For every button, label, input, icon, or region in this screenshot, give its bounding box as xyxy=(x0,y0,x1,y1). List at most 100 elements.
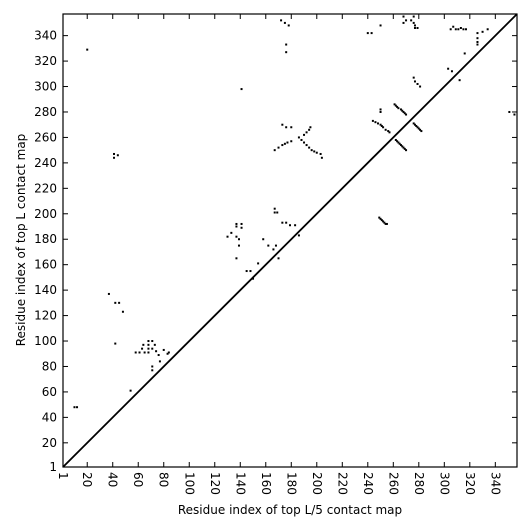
point xyxy=(281,123,284,126)
y-tick-label: 220 xyxy=(34,181,57,195)
point xyxy=(285,126,288,129)
point xyxy=(121,310,124,313)
x-tick-label: 20 xyxy=(80,472,94,487)
x-tick-label: 220 xyxy=(335,472,349,495)
point xyxy=(320,156,323,159)
point xyxy=(382,220,385,223)
point xyxy=(116,154,119,157)
point xyxy=(413,80,416,83)
point xyxy=(457,28,460,31)
x-tick-label: 40 xyxy=(106,472,120,487)
point xyxy=(402,110,405,113)
point xyxy=(410,19,413,22)
x-axis-label: Residue index of top L/5 contact map xyxy=(178,503,402,517)
point xyxy=(300,138,303,141)
y-tick-label: 40 xyxy=(42,410,57,424)
point xyxy=(113,152,116,155)
y-tick-label: 80 xyxy=(42,359,57,373)
point xyxy=(141,347,144,350)
plot-frame xyxy=(62,13,518,468)
point xyxy=(166,352,169,355)
point xyxy=(143,351,146,354)
y-tick-label: 160 xyxy=(34,258,57,272)
point xyxy=(309,126,312,129)
point xyxy=(476,43,479,46)
point xyxy=(294,224,297,227)
point xyxy=(308,146,311,149)
point xyxy=(272,248,275,251)
y-tick-label: 200 xyxy=(34,207,57,221)
point xyxy=(286,141,289,144)
point xyxy=(273,149,276,152)
point xyxy=(151,340,154,343)
point xyxy=(147,351,150,354)
y-tick-label: 20 xyxy=(42,436,57,450)
point xyxy=(151,365,154,368)
point xyxy=(280,19,283,22)
point xyxy=(297,234,300,237)
point xyxy=(281,144,284,147)
point xyxy=(167,351,170,354)
point xyxy=(513,113,516,116)
y-tick-label: 120 xyxy=(34,309,57,323)
y-tick-label: 260 xyxy=(34,130,57,144)
x-tick-label: 100 xyxy=(182,472,196,495)
point xyxy=(403,147,406,150)
y-tick-label: 180 xyxy=(34,232,57,246)
point xyxy=(366,32,369,35)
point xyxy=(235,257,238,260)
point xyxy=(412,122,415,125)
point xyxy=(412,15,415,18)
point xyxy=(458,79,461,82)
point xyxy=(285,51,288,54)
point xyxy=(376,122,379,125)
point xyxy=(405,113,408,116)
point xyxy=(273,211,276,214)
y-tick-label: 340 xyxy=(34,29,57,43)
point xyxy=(396,105,399,108)
point xyxy=(384,222,387,225)
point xyxy=(463,52,466,55)
point xyxy=(245,270,248,273)
point xyxy=(393,103,396,106)
point xyxy=(385,222,388,225)
point xyxy=(379,217,382,220)
point xyxy=(416,82,419,85)
point xyxy=(508,110,511,113)
point xyxy=(267,244,270,247)
point xyxy=(413,26,416,29)
point xyxy=(235,235,238,238)
point xyxy=(283,142,286,145)
point xyxy=(401,109,404,112)
point xyxy=(405,149,408,152)
point xyxy=(151,369,154,372)
point xyxy=(162,348,165,351)
y-tick-label: 1 xyxy=(49,460,57,474)
point xyxy=(118,301,121,304)
point xyxy=(134,351,137,354)
y-tick-label: 300 xyxy=(34,80,57,94)
point xyxy=(402,21,405,24)
point xyxy=(462,28,465,31)
x-tick-label: 80 xyxy=(157,472,171,487)
x-tick-label: 240 xyxy=(361,472,375,495)
point xyxy=(235,222,238,225)
point xyxy=(277,146,280,149)
point xyxy=(476,40,479,43)
point xyxy=(415,124,418,127)
y-tick-label: 240 xyxy=(34,156,57,170)
x-tick-label: 120 xyxy=(208,472,222,495)
point xyxy=(476,37,479,40)
point xyxy=(399,144,402,147)
point xyxy=(450,70,453,73)
point xyxy=(308,128,311,131)
point xyxy=(273,207,276,210)
point xyxy=(240,226,243,229)
point xyxy=(401,145,404,148)
point xyxy=(417,127,420,130)
point xyxy=(257,262,260,265)
point xyxy=(249,270,252,273)
point xyxy=(147,347,150,350)
x-tick-label: 280 xyxy=(412,472,426,495)
